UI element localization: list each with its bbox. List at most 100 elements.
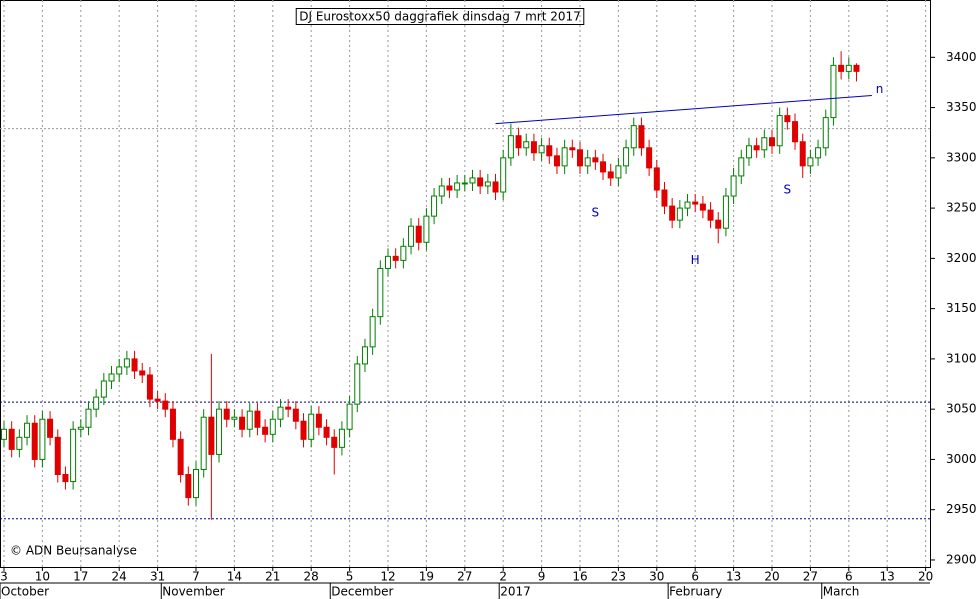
- x-tick-label: 12: [380, 570, 395, 584]
- candle-body: [692, 201, 699, 205]
- candle-body: [523, 141, 530, 149]
- x-tick-label: 23: [611, 570, 626, 584]
- candle-body: [300, 420, 307, 440]
- candle-body: [131, 358, 138, 372]
- y-tick-label: 2950: [946, 502, 977, 516]
- candle-body: [761, 137, 768, 151]
- candle-body: [377, 267, 384, 318]
- candle-body: [676, 207, 683, 221]
- candle-body: [154, 398, 161, 402]
- candle-body: [177, 438, 184, 476]
- title-box: [295, 8, 585, 25]
- y-tick-label: 3150: [946, 301, 977, 315]
- candle-body: [408, 225, 415, 247]
- candle-body: [338, 428, 345, 448]
- candle-body: [185, 474, 192, 499]
- candle-body: [738, 157, 745, 177]
- month-label: October: [1, 585, 49, 599]
- candle-body: [400, 245, 407, 261]
- candle-body: [623, 147, 630, 167]
- y-tick-label: 3250: [946, 201, 977, 215]
- candle-body: [77, 426, 84, 430]
- candle-body: [699, 203, 706, 211]
- candle-body: [845, 64, 852, 72]
- x-tick-label: 6: [691, 570, 699, 584]
- candle-body: [553, 155, 560, 167]
- candle-body: [753, 145, 760, 151]
- x-tick-label: 3: [0, 570, 8, 584]
- candle-body: [592, 157, 599, 163]
- candle-body: [784, 115, 791, 123]
- candle-body: [361, 346, 368, 365]
- y-tick-label: 3200: [946, 251, 977, 265]
- candle-body: [54, 436, 61, 476]
- annotation: n: [876, 82, 884, 96]
- candle-body: [100, 380, 107, 398]
- month-label: December: [331, 585, 393, 599]
- candle-body: [1, 428, 7, 440]
- candle-body: [707, 209, 714, 221]
- candle-body: [346, 403, 353, 430]
- x-tick-label: 30: [649, 570, 664, 584]
- candle-body: [269, 418, 276, 435]
- candle-body: [216, 408, 223, 455]
- y-tick-label: 2900: [946, 552, 977, 566]
- candle-body: [200, 416, 207, 470]
- candle-body: [31, 422, 38, 460]
- candle-body: [108, 373, 115, 382]
- candle-body: [331, 436, 338, 448]
- candle-body: [446, 185, 453, 191]
- candle-body: [231, 416, 238, 420]
- x-tick-label: 24: [112, 570, 127, 584]
- candle-body: [807, 157, 814, 167]
- candle-body: [323, 426, 330, 438]
- x-tick-label: 17: [73, 570, 88, 584]
- x-tick-label: 21: [265, 570, 280, 584]
- month-label: February: [669, 585, 722, 599]
- x-tick-label: 2: [499, 570, 507, 584]
- candle-body: [584, 157, 591, 167]
- candle-body: [116, 366, 123, 375]
- candle-body: [577, 149, 583, 167]
- annotation: S: [784, 183, 792, 197]
- candle-body: [292, 408, 299, 422]
- x-tick-label: 28: [304, 570, 319, 584]
- month-label: November: [162, 585, 224, 599]
- candle-body: [308, 413, 315, 440]
- annotation: S: [592, 206, 600, 220]
- x-tick-label: 5: [346, 570, 354, 584]
- candle-body: [799, 141, 806, 167]
- candle-body: [93, 396, 100, 410]
- y-tick-label: 3350: [946, 100, 977, 114]
- chart-title: DJ Eurostoxx50 daggrafiek dinsdag 7 mrt …: [299, 10, 581, 24]
- candle-body: [24, 422, 31, 438]
- candle-body: [461, 182, 468, 185]
- candle-body: [39, 418, 46, 460]
- candle-body: [385, 255, 391, 269]
- trendline: [495, 95, 872, 125]
- candle-body: [454, 182, 461, 191]
- candle-body: [8, 428, 15, 450]
- candle-body: [139, 370, 146, 376]
- candle-body: [477, 177, 484, 187]
- candle-body: [507, 135, 514, 159]
- candle-body: [600, 161, 607, 173]
- candle-body: [62, 474, 69, 483]
- candle-body: [530, 141, 537, 154]
- candle-body: [538, 145, 545, 154]
- x-tick-label: 19: [419, 570, 434, 584]
- candle-body: [246, 410, 253, 430]
- candle-body: [169, 408, 176, 440]
- candle-body: [638, 125, 645, 149]
- candle-body: [561, 147, 568, 167]
- candle-body: [193, 468, 199, 499]
- candle-body: [47, 418, 54, 438]
- x-tick-label: 20: [764, 570, 779, 584]
- x-tick-label: 14: [227, 570, 242, 584]
- candle-body: [615, 165, 622, 179]
- candle-body: [484, 181, 491, 187]
- candle-body: [492, 181, 499, 193]
- x-tick-label: 27: [803, 570, 818, 584]
- candle-body: [646, 147, 653, 169]
